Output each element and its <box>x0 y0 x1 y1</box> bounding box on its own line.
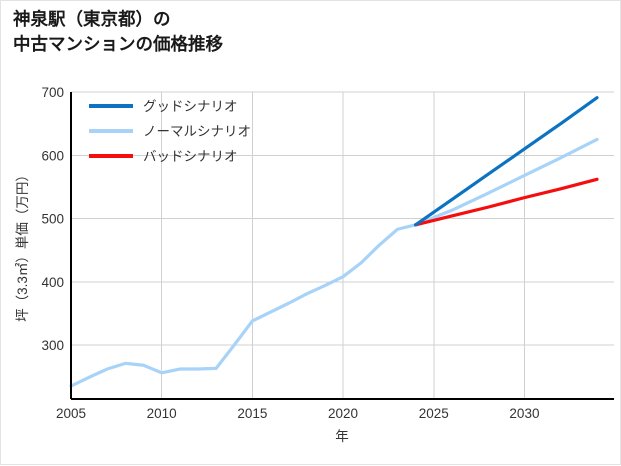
x-tick-label: 2010 <box>147 406 177 421</box>
page-title: 神泉駅（東京都）の 中古マンションの価格推移 <box>13 9 223 54</box>
y-tick-label: 300 <box>41 338 64 353</box>
y-tick-label: 700 <box>41 85 64 100</box>
legend-label-0: グッドシナリオ <box>143 99 238 114</box>
axis-lines-group <box>70 92 614 400</box>
series-line-ノーマルシナリオ <box>69 137 599 388</box>
x-axis-title: 年 <box>335 429 349 444</box>
y-axis-title: 坪（3.3㎡）単価（万円） <box>15 168 30 322</box>
x-tick-labels-group: 2005 2010 2015 2020 2025 2030 <box>56 406 539 421</box>
x-tick-label: 2025 <box>419 406 449 421</box>
legend-label-1: ノーマルシナリオ <box>143 124 251 139</box>
x-tick-label: 2030 <box>509 406 539 421</box>
y-tick-labels-group: 300 400 500 600 700 <box>41 85 64 353</box>
x-tick-label: 2005 <box>56 406 86 421</box>
series-line-バッドシナリオ <box>414 177 599 227</box>
y-tick-label: 600 <box>41 148 64 163</box>
x-tick-label: 2020 <box>328 406 358 421</box>
legend-label-2: バッドシナリオ <box>143 149 238 164</box>
y-tick-label: 500 <box>41 212 64 227</box>
gridlines-group <box>70 91 614 399</box>
series-line-グッドシナリオ <box>414 96 599 227</box>
series-group <box>69 96 599 388</box>
y-tick-label: 400 <box>41 275 64 290</box>
x-tick-label: 2015 <box>237 406 267 421</box>
